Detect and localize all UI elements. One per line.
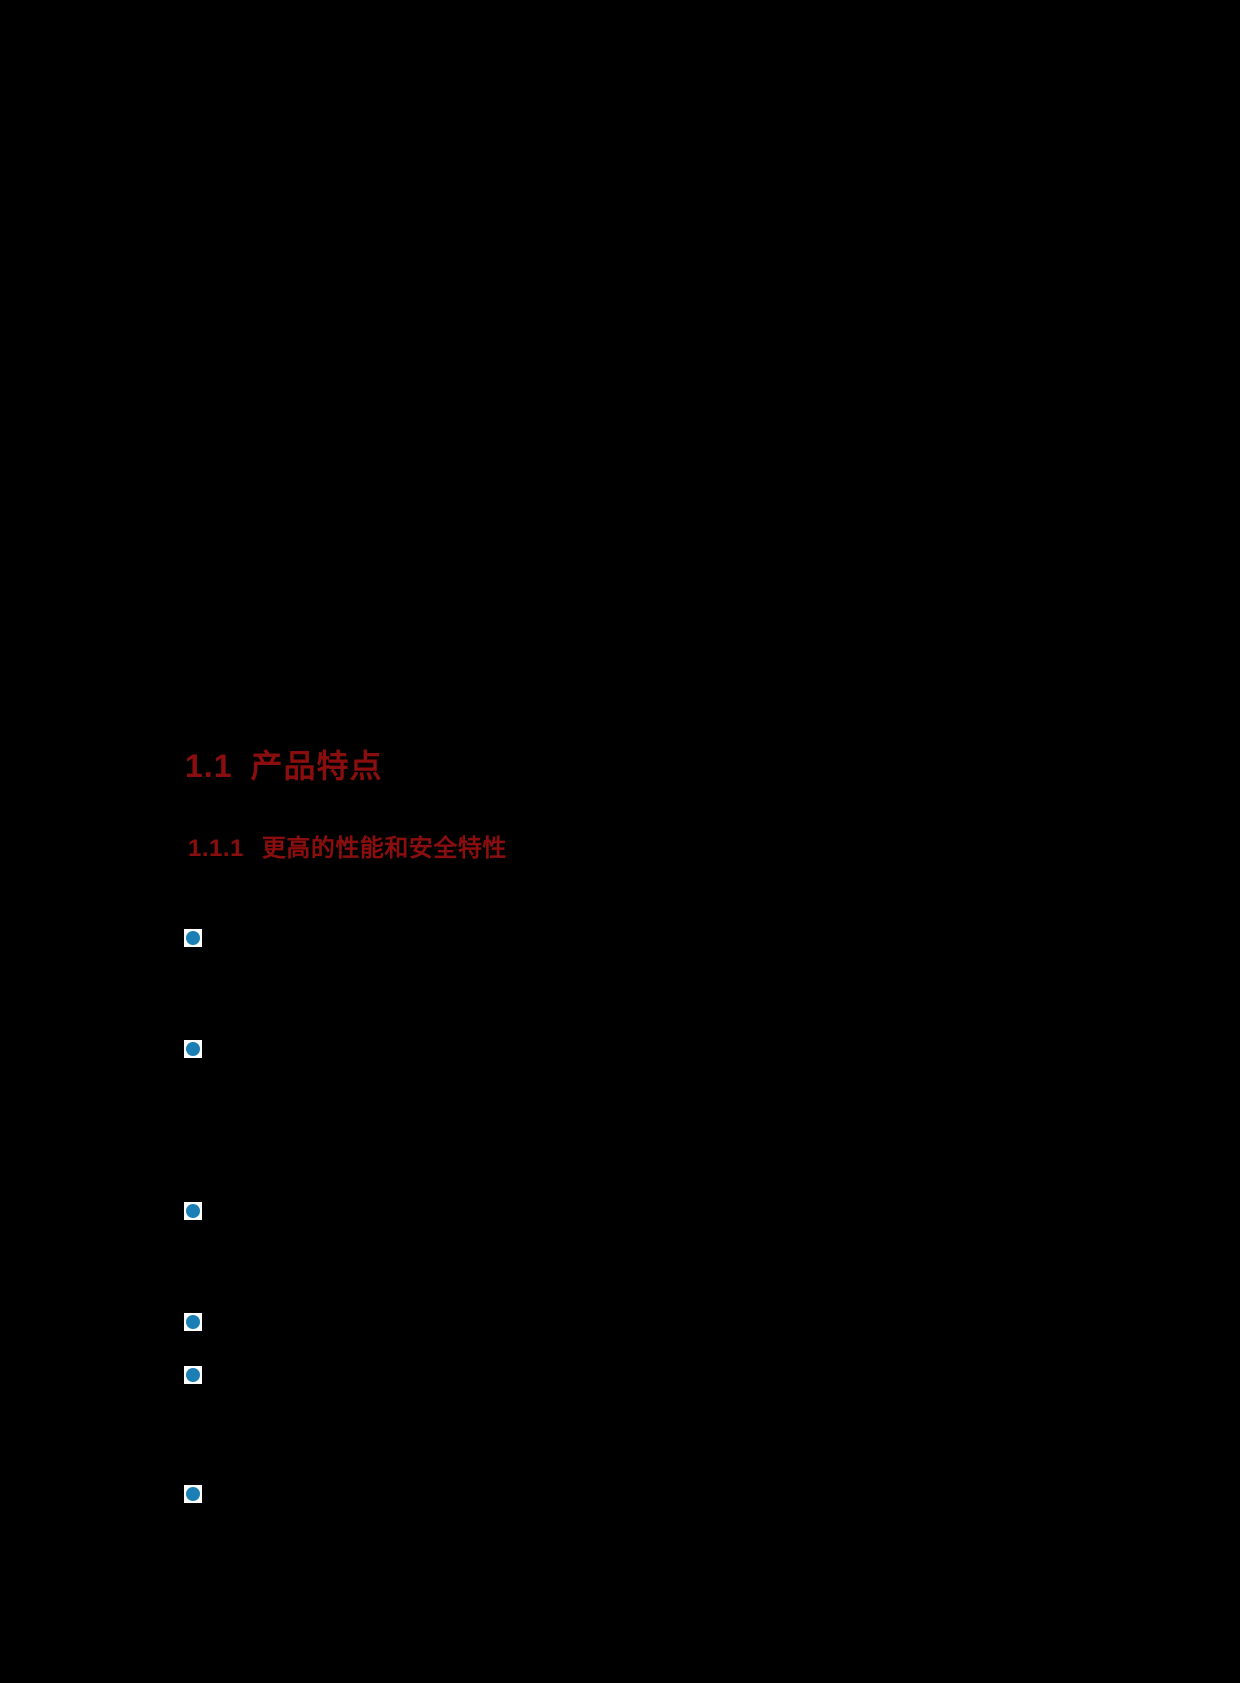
blue-dot-icon: [186, 1204, 200, 1218]
subsection-title: 更高的性能和安全特性: [261, 835, 507, 862]
bullet-marker: [184, 1202, 202, 1220]
subsection-heading: 1.1.1 更高的性能和安全特性: [188, 834, 507, 864]
section-title: 产品特点: [250, 748, 383, 784]
blue-dot-icon: [186, 1315, 200, 1329]
bullet-marker: [184, 1485, 202, 1503]
blue-dot-icon: [186, 931, 200, 945]
blue-dot-icon: [186, 1042, 200, 1056]
section-heading: 1.1 产品特点: [185, 746, 383, 786]
bullet-marker: [184, 1366, 202, 1384]
blue-dot-icon: [186, 1487, 200, 1501]
section-number: 1.1: [185, 748, 233, 784]
bullet-marker: [184, 1313, 202, 1331]
subsection-number: 1.1.1: [188, 835, 244, 862]
blue-dot-icon: [186, 1368, 200, 1382]
bullet-marker: [184, 929, 202, 947]
bullet-marker: [184, 1040, 202, 1058]
